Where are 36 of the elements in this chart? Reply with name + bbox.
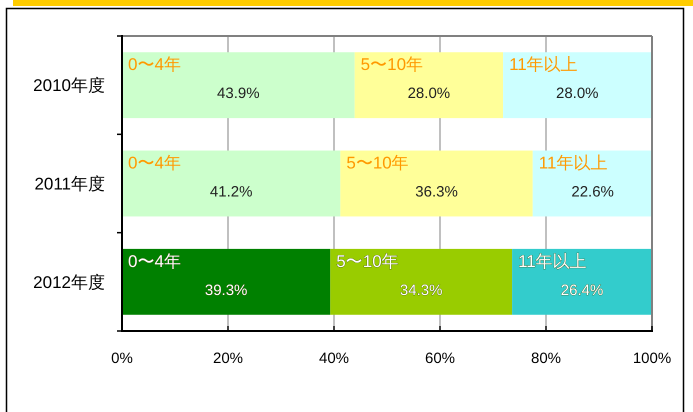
bar xyxy=(354,52,504,118)
bar xyxy=(122,150,340,216)
x-tick-label: 40% xyxy=(318,350,350,367)
series-label: 0〜4年 xyxy=(128,55,181,74)
text: 5〜10年 xyxy=(346,154,409,173)
data-label: 34.3% xyxy=(400,282,442,299)
x-tick-label: 60% xyxy=(424,350,456,367)
data-label: 28.0% xyxy=(408,85,450,102)
x-tick-label: 80% xyxy=(530,350,562,367)
data-label: 22.6% xyxy=(571,184,614,200)
x-tick-label: 100% xyxy=(632,350,672,367)
x-tick-label: 0% xyxy=(111,350,133,367)
data-label: 28.0% xyxy=(556,85,599,102)
text: 5〜10年 xyxy=(336,252,399,271)
bar xyxy=(503,52,652,118)
y-tick-label: 2012年度 xyxy=(33,272,105,292)
text: 11年以上 xyxy=(538,154,608,173)
bar xyxy=(122,52,355,118)
data-label: 26.4% xyxy=(560,282,604,299)
text: 0〜4年 xyxy=(128,154,181,173)
bar xyxy=(512,248,652,315)
bar xyxy=(330,248,512,315)
series-label: 5〜10年 xyxy=(360,55,424,74)
data-label: 39.3% xyxy=(204,282,248,299)
data-label: 41.2% xyxy=(210,184,252,200)
data-label: 36.3% xyxy=(415,184,458,200)
text: 11年以上 xyxy=(518,252,587,271)
text: 0〜4年 xyxy=(128,252,181,271)
y-tick-label: 2010年度 xyxy=(33,76,105,96)
series-label: 11年以上 xyxy=(509,55,578,74)
y-tick-label: 2011年度 xyxy=(34,174,105,194)
data-label: 43.9% xyxy=(217,85,260,102)
bar xyxy=(340,150,533,216)
bar xyxy=(532,150,653,216)
bar xyxy=(122,248,330,315)
x-tick-label: 20% xyxy=(212,350,244,367)
